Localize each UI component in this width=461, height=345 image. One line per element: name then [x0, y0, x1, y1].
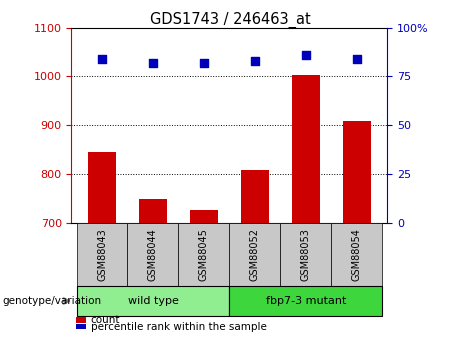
Point	[149, 60, 157, 66]
Text: wild type: wild type	[128, 296, 178, 306]
Text: percentile rank within the sample: percentile rank within the sample	[91, 322, 267, 332]
Text: GSM88053: GSM88053	[301, 228, 311, 281]
Text: genotype/variation: genotype/variation	[2, 296, 101, 306]
Point	[98, 56, 106, 61]
Text: GDS1743 / 246463_at: GDS1743 / 246463_at	[150, 12, 311, 28]
Bar	[190, 210, 218, 223]
Point	[302, 52, 309, 58]
Text: count: count	[91, 315, 120, 325]
Point	[251, 58, 259, 63]
Text: GSM88045: GSM88045	[199, 228, 209, 281]
Bar	[139, 199, 167, 223]
Bar	[88, 152, 116, 223]
Text: GSM88044: GSM88044	[148, 228, 158, 281]
Bar	[343, 121, 371, 223]
Text: GSM88052: GSM88052	[250, 228, 260, 281]
Bar	[241, 170, 269, 223]
Text: GSM88054: GSM88054	[352, 228, 362, 281]
Point	[353, 56, 361, 61]
Bar	[292, 75, 320, 223]
Point	[200, 60, 207, 66]
Text: GSM88043: GSM88043	[97, 228, 107, 281]
Text: fbp7-3 mutant: fbp7-3 mutant	[266, 296, 346, 306]
